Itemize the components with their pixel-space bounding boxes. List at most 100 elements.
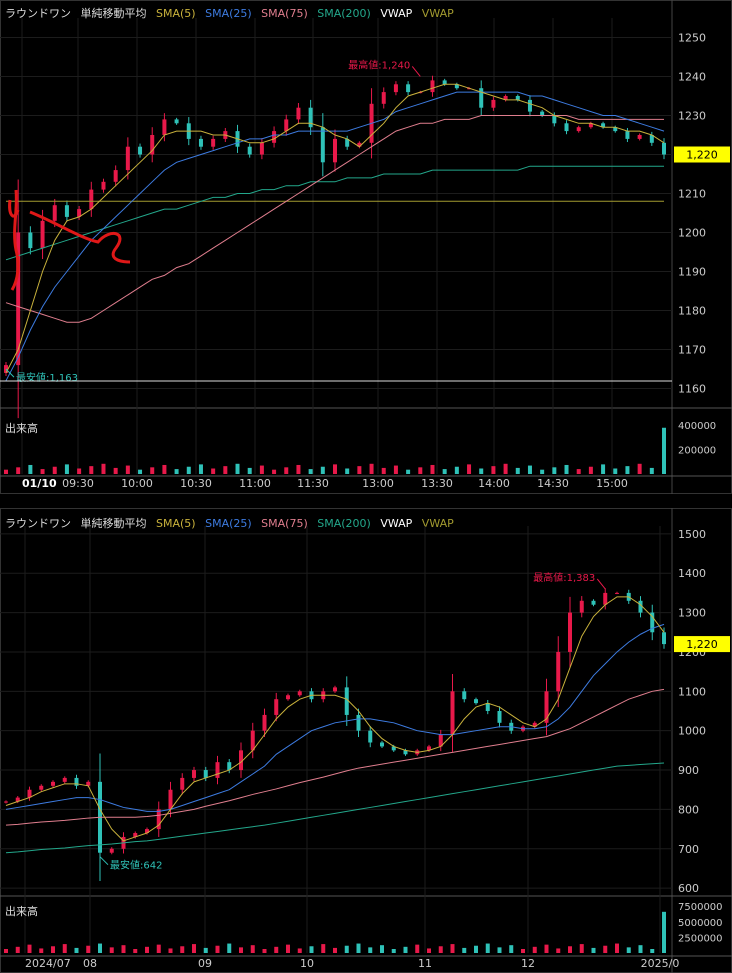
legend-vwap2[interactable]: VWAP <box>421 517 454 530</box>
volume-bar <box>662 427 666 474</box>
volume-bar <box>168 948 173 953</box>
legend-vwap[interactable]: VWAP <box>380 7 413 20</box>
low-price-pointer <box>99 856 109 866</box>
volume-bar <box>28 464 33 474</box>
volume-bar <box>430 464 435 474</box>
high-price-pointer <box>411 66 421 77</box>
candle-body <box>662 142 666 155</box>
candle-body <box>527 99 532 112</box>
volume-bar <box>40 469 45 474</box>
candle-body <box>156 809 161 830</box>
candle-body <box>113 170 118 182</box>
hand-drawn-mark-3 <box>8 199 20 218</box>
volume-bar <box>650 949 655 953</box>
volume-bar <box>552 467 557 474</box>
volume-bar <box>438 946 443 953</box>
volume-bar <box>62 944 67 953</box>
legend-sma25[interactable]: SMA(25) <box>205 7 252 20</box>
candle-body <box>74 777 79 786</box>
volume-bar <box>393 465 398 474</box>
intraday-chart[interactable]: 1250124012301220121012001190118011701160… <box>0 0 732 494</box>
volume-bar <box>485 943 490 953</box>
volume-bar <box>564 464 569 474</box>
legend-sma25[interactable]: SMA(25) <box>205 517 252 530</box>
sma200-line <box>5 165 664 261</box>
legend-sma5[interactable]: SMA(5) <box>156 7 196 20</box>
candle-body <box>662 632 666 645</box>
last-price-value: 1,220 <box>686 149 718 162</box>
y-tick-label: 800 <box>678 803 699 816</box>
candle-body <box>150 135 155 155</box>
volume-bar <box>491 466 496 474</box>
volume-bar <box>27 944 32 953</box>
volume-bar <box>474 945 478 953</box>
candle-body <box>540 111 545 116</box>
candle-body <box>344 687 349 715</box>
x-tick-label: 12 <box>521 957 535 970</box>
candle-body <box>62 777 67 782</box>
volume-bar <box>286 944 290 953</box>
candle-body <box>515 96 520 100</box>
candle-body <box>15 797 20 802</box>
legend-sma75[interactable]: SMA(75) <box>261 7 308 20</box>
hand-drawn-mark-2 <box>29 210 131 264</box>
candle-body <box>491 99 496 108</box>
candle-body <box>16 232 21 366</box>
volume-bar <box>239 947 243 953</box>
volume-tick-label: 5000000 <box>678 918 723 929</box>
candle-body <box>503 96 508 100</box>
y-tick-label: 600 <box>678 882 699 895</box>
volume-tick-label: 400000 <box>678 421 716 432</box>
volume-bar <box>101 463 106 474</box>
candle-body <box>427 746 431 751</box>
volume-bar <box>344 945 349 953</box>
sma5-line <box>5 83 665 374</box>
sma25-line <box>5 623 665 812</box>
y-tick-label: 1500 <box>678 528 706 541</box>
volume-bar <box>479 468 484 474</box>
legend-sma200[interactable]: SMA(200) <box>317 517 371 530</box>
candle-body <box>274 699 279 715</box>
volume-bar <box>497 947 502 953</box>
y-tick-label: 1250 <box>678 32 706 45</box>
daily-chart[interactable]: 1500140013001200110010009008007006002024… <box>0 508 732 973</box>
volume-label: 出来高 <box>5 905 38 918</box>
x-tick-label: 11:30 <box>297 477 329 490</box>
volume-bar <box>576 469 581 474</box>
candle-body <box>227 762 232 771</box>
volume-bar <box>262 949 267 953</box>
x-tick-label: 2024/07 <box>25 957 71 970</box>
y-tick-label: 1210 <box>678 188 706 201</box>
candle-body <box>247 146 252 155</box>
volume-bar <box>649 467 654 474</box>
candle-body <box>603 592 608 605</box>
candle-body <box>215 762 220 778</box>
candle-body <box>474 699 478 704</box>
y-tick-label: 1160 <box>678 383 706 396</box>
candle-body <box>51 781 55 786</box>
legend-sma200[interactable]: SMA(200) <box>317 7 371 20</box>
legend-vwap[interactable]: VWAP <box>380 517 413 530</box>
volume-bar <box>503 463 508 474</box>
candle-body <box>393 84 398 93</box>
candle-body <box>497 711 502 723</box>
candle-body <box>109 848 114 853</box>
y-tick-label: 1200 <box>678 227 706 240</box>
candle-body <box>556 651 561 692</box>
volume-bar <box>39 948 44 953</box>
volume-bar <box>588 466 593 474</box>
y-tick-label: 1300 <box>678 607 706 620</box>
candle-body <box>356 714 361 731</box>
legend-sma75[interactable]: SMA(75) <box>261 517 308 530</box>
x-tick-label: 11 <box>418 957 432 970</box>
legend-sma5[interactable]: SMA(5) <box>156 517 196 530</box>
volume-bar <box>450 944 455 953</box>
legend-vwap2[interactable]: VWAP <box>421 7 454 20</box>
candle-body <box>125 146 130 171</box>
intraday-chart-panel: ラウンドワン 単純移動平均 SMA(5) SMA(25) SMA(75) SMA… <box>0 0 732 494</box>
candle-body <box>168 789 173 810</box>
volume-bar <box>442 469 447 474</box>
last-price-value: 1,220 <box>686 638 718 651</box>
high-price-pointer <box>596 578 606 590</box>
candle-body <box>272 131 277 143</box>
